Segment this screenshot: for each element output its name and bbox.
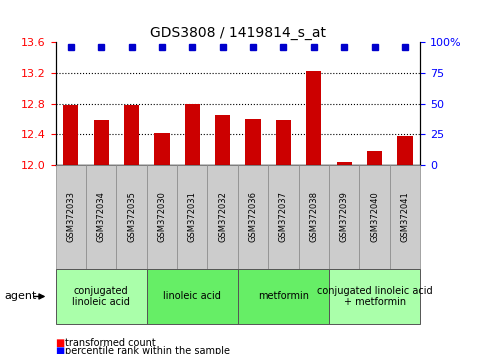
Text: GSM372037: GSM372037 [279, 191, 288, 242]
Bar [124, 105, 139, 165]
Bar [94, 120, 109, 165]
Text: GSM372031: GSM372031 [188, 192, 197, 242]
Text: conjugated
linoleic acid: conjugated linoleic acid [72, 286, 130, 307]
Text: agent: agent [5, 291, 37, 302]
Bar [154, 133, 170, 165]
Bar [337, 162, 352, 165]
Bar [398, 136, 412, 165]
Text: GSM372036: GSM372036 [249, 191, 257, 242]
Bar [185, 104, 200, 165]
Text: ■: ■ [56, 338, 65, 348]
Text: GSM372033: GSM372033 [66, 191, 75, 242]
Text: transformed count: transformed count [65, 338, 156, 348]
Title: GDS3808 / 1419814_s_at: GDS3808 / 1419814_s_at [150, 26, 326, 40]
Text: ■: ■ [56, 346, 65, 354]
Text: GSM372039: GSM372039 [340, 192, 349, 242]
Text: GSM372040: GSM372040 [370, 192, 379, 242]
Text: linoleic acid: linoleic acid [163, 291, 221, 302]
Text: GSM372041: GSM372041 [400, 192, 410, 242]
Text: GSM372032: GSM372032 [218, 192, 227, 242]
Bar [245, 119, 261, 165]
Bar [63, 105, 78, 165]
Bar [306, 72, 322, 165]
Text: conjugated linoleic acid
+ metformin: conjugated linoleic acid + metformin [317, 286, 432, 307]
Text: metformin: metformin [258, 291, 309, 302]
Bar [367, 151, 382, 165]
Bar [215, 115, 230, 165]
Text: GSM372035: GSM372035 [127, 192, 136, 242]
Bar [276, 120, 291, 165]
Text: GSM372038: GSM372038 [309, 191, 318, 242]
Text: percentile rank within the sample: percentile rank within the sample [65, 346, 230, 354]
Text: GSM372030: GSM372030 [157, 192, 167, 242]
Text: GSM372034: GSM372034 [97, 192, 106, 242]
